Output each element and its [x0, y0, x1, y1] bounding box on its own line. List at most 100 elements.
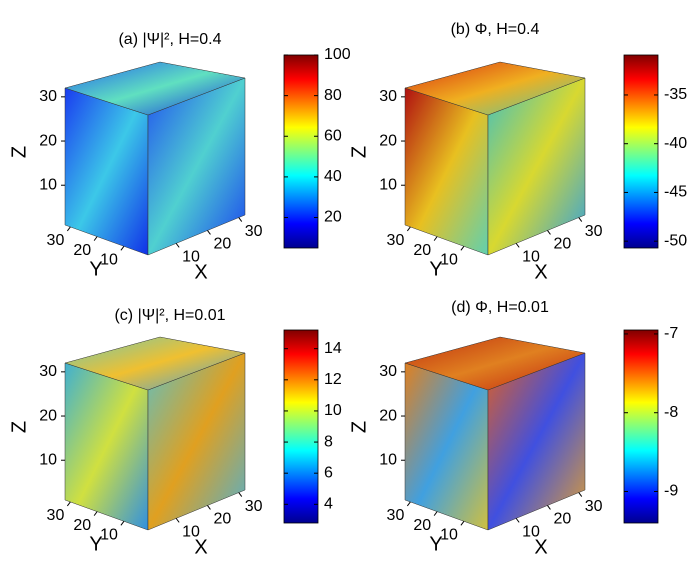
y-tick [460, 245, 465, 251]
x-tick [238, 217, 243, 222]
top-face [404, 336, 586, 391]
x-tick [515, 243, 520, 248]
x-tick-label: 30 [585, 223, 603, 240]
colorbar-tick-label: 6 [324, 464, 333, 481]
x-tick-label: 30 [585, 498, 603, 515]
panel: 10 20 30 10 20 30 10 20 30 Z Y X (b) Φ, H=0.4 -50 -45 -… [348, 21, 687, 283]
y-tick [120, 245, 125, 251]
panel: 10 20 30 10 20 30 10 20 30 Z Y X (a) |Ψ|², H=0.4 20 40… [8, 31, 351, 283]
y-tick-label: 10 [440, 252, 458, 269]
left-face [404, 362, 489, 531]
panel-title: (d) Φ, H=0.01 [451, 299, 549, 316]
left-face [64, 362, 149, 531]
y-tick-label: 30 [47, 507, 65, 524]
x-tick [547, 505, 551, 510]
colorbar-tick-label: 10 [324, 402, 342, 419]
z-axis-label: Z [8, 421, 30, 433]
y-tick-label: 20 [413, 517, 431, 534]
y-axis-label: Y [429, 258, 442, 280]
y-tick [66, 501, 71, 507]
y-tick-label: 10 [100, 252, 118, 269]
colorbar-tick-label: 14 [324, 340, 342, 357]
z-tick-label: 20 [379, 132, 397, 149]
colorbar-tick-label: 60 [324, 127, 342, 144]
colorbar [623, 329, 659, 524]
x-tick-label: 10 [522, 249, 540, 266]
x-tick-label: 30 [245, 498, 263, 515]
y-tick-label: 20 [73, 517, 91, 534]
x-axis-label: X [534, 261, 547, 283]
colorbar-tick-label: 40 [324, 168, 342, 185]
x-tick [207, 230, 211, 235]
y-tick-label: 10 [440, 527, 458, 544]
x-tick [207, 505, 211, 510]
y-tick [460, 520, 465, 526]
colorbar-tick-label: -7 [664, 325, 678, 342]
y-tick [406, 226, 411, 232]
x-tick-label: 10 [182, 249, 200, 266]
colorbar-tick-label: 12 [324, 371, 342, 388]
y-tick-label: 20 [73, 242, 91, 259]
x-tick [515, 518, 520, 523]
top-face [64, 61, 246, 116]
colorbar-tick-label: -50 [664, 232, 687, 249]
colorbar-tick-label: -40 [664, 135, 687, 152]
z-tick-label: 10 [39, 451, 57, 468]
panel: 10 20 30 10 20 30 10 20 30 Z Y X (d) Φ, H=0.01 -9 -8 -7 [348, 299, 678, 558]
x-tick-label: 20 [213, 511, 231, 528]
x-tick [578, 492, 583, 497]
y-tick [406, 501, 411, 507]
x-tick-label: 10 [182, 524, 200, 541]
panel-title: (a) |Ψ|², H=0.4 [118, 31, 221, 48]
colorbar-tick-label: -45 [664, 184, 687, 201]
z-axis-label: Z [8, 146, 30, 158]
colorbar-tick-label: -35 [664, 86, 687, 103]
left-face [404, 87, 489, 256]
x-axis-label: X [194, 261, 207, 283]
top-face [404, 61, 586, 116]
z-tick-label: 20 [39, 407, 57, 424]
colorbar-tick-label: -8 [664, 404, 678, 421]
top-face [64, 336, 246, 391]
panel-title: (c) |Ψ|², H=0.01 [114, 307, 225, 324]
y-tick [433, 236, 438, 241]
x-tick [175, 518, 180, 523]
x-tick [238, 492, 243, 497]
z-tick-label: 30 [379, 363, 397, 380]
y-tick-label: 30 [47, 232, 65, 249]
colorbar-tick-label: 80 [324, 87, 342, 104]
colorbar-tick-label: 8 [324, 433, 333, 450]
y-tick-label: 30 [387, 507, 405, 524]
y-axis-label: Y [89, 258, 102, 280]
x-axis-label: X [534, 536, 547, 558]
x-tick [578, 217, 583, 222]
colorbar [623, 54, 659, 249]
y-axis-label: Y [429, 533, 442, 555]
y-tick-label: 10 [100, 527, 118, 544]
z-tick-label: 10 [39, 176, 57, 193]
z-axis-label: Z [348, 421, 370, 433]
panel-title: (b) Φ, H=0.4 [451, 21, 540, 38]
colorbar-tick-label: 4 [324, 496, 333, 513]
colorbar [283, 329, 319, 524]
z-tick-label: 20 [39, 132, 57, 149]
x-tick [547, 230, 551, 235]
y-tick-label: 20 [413, 242, 431, 259]
z-axis-label: Z [348, 146, 370, 158]
left-face [64, 87, 149, 256]
z-tick-label: 30 [39, 88, 57, 105]
x-tick-label: 20 [213, 236, 231, 253]
y-tick [93, 236, 98, 241]
y-tick [120, 520, 125, 526]
y-axis-label: Y [89, 533, 102, 555]
panel: 10 20 30 10 20 30 10 20 30 Z Y X (c) |Ψ|², H=0.01 4 6 8… [8, 307, 342, 558]
colorbar-tick-label: 20 [324, 209, 342, 226]
colorbar [283, 54, 319, 249]
x-tick-label: 20 [553, 236, 571, 253]
x-tick-label: 10 [522, 524, 540, 541]
x-tick-label: 20 [553, 511, 571, 528]
x-tick [175, 243, 180, 248]
colorbar-tick-label: -9 [664, 483, 678, 500]
y-tick-label: 30 [387, 232, 405, 249]
